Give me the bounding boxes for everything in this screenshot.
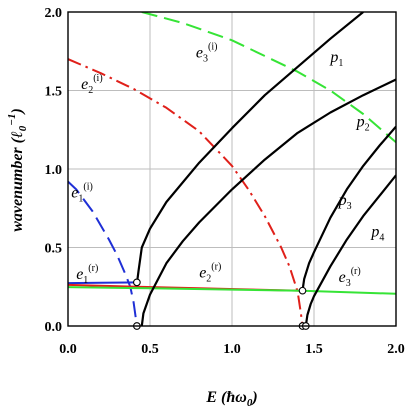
x-tick-label: 2.0 xyxy=(387,342,405,357)
curve-p2 xyxy=(140,78,396,326)
y-tick-label: 1.5 xyxy=(45,85,63,100)
curve-p3 xyxy=(301,125,396,291)
plot-frame xyxy=(67,11,397,327)
curve-labels: e1(i) e2(i) e3(i) e1(r) e2(r) e3(r) p1 p2 p3 p4 xyxy=(71,42,384,290)
curve-label-e2i: e2(i) xyxy=(81,73,103,96)
curve-label-e1r: e1(r) xyxy=(76,263,98,286)
threshold-marker xyxy=(298,286,307,295)
curve-label-p1: p1 xyxy=(329,49,343,69)
curves xyxy=(68,12,396,326)
y-tick-label: 1.0 xyxy=(45,163,63,178)
curve-e3r xyxy=(68,286,396,295)
curve-label-e1i: e1(i) xyxy=(71,181,93,204)
y-axis-title: wavenumber (ℓ0−1) xyxy=(6,108,29,232)
curve-e3i xyxy=(141,12,396,144)
curve-label-p3: p3 xyxy=(338,192,352,212)
y-tick-label: 2.0 xyxy=(45,6,63,21)
curve-e1r xyxy=(68,281,137,285)
curve-label-e3i: e3(i) xyxy=(196,42,218,65)
threshold-marker xyxy=(133,278,141,287)
x-tick-label: 1.0 xyxy=(223,342,241,357)
curve-label-e3r: e3(r) xyxy=(339,266,361,289)
curve-label-p2: p2 xyxy=(356,114,370,134)
x-tick-label: 0.0 xyxy=(59,342,77,357)
tick-labels: 0.0 0.5 1.0 1.5 2.0 0.0 0.5 1.0 1.5 2.0 xyxy=(45,6,405,357)
curve-p1 xyxy=(135,12,364,284)
curve-p4 xyxy=(304,174,396,326)
grid-lines xyxy=(68,12,396,326)
curve-e2i xyxy=(68,58,304,326)
curve-label-p4: p4 xyxy=(370,224,384,244)
curve-e1i xyxy=(68,180,138,326)
x-axis-title: E (ħω0) xyxy=(205,389,257,409)
y-tick-label: 0.5 xyxy=(45,242,63,257)
y-tick-label: 0.0 xyxy=(45,320,63,335)
curve-label-e2r: e2(r) xyxy=(199,261,221,284)
x-tick-label: 1.5 xyxy=(305,342,323,357)
x-tick-label: 0.5 xyxy=(141,342,159,357)
